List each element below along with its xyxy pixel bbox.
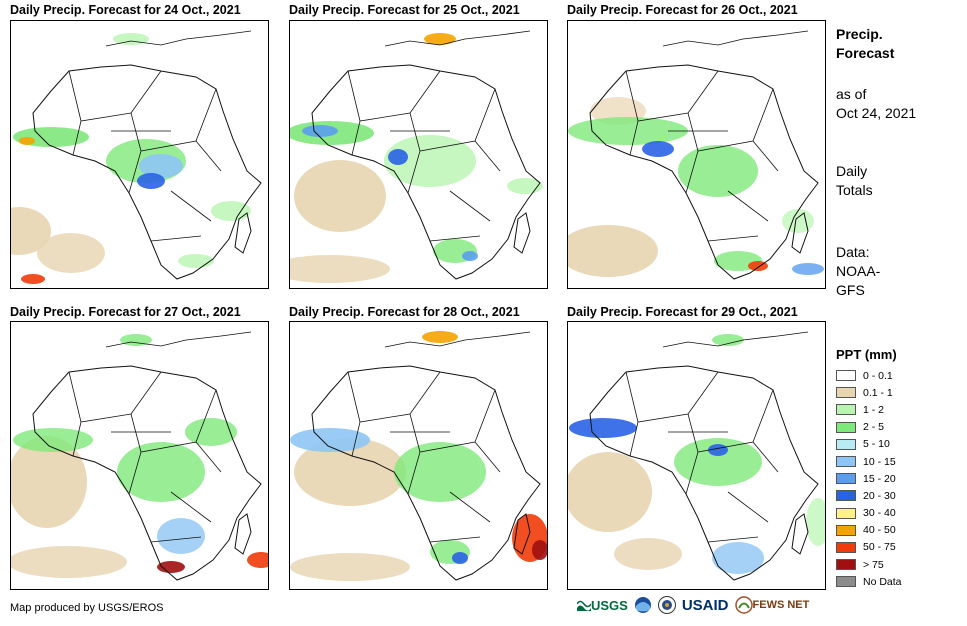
- legend-label: 2 - 5: [863, 421, 885, 434]
- legend-item: 0 - 0.1: [836, 367, 902, 384]
- fews-net-logo: FEWS NET: [734, 596, 809, 614]
- forecast-map-1: [10, 20, 269, 289]
- map-credit: Map produced by USGS/EROS: [10, 602, 164, 614]
- panel-title-4: Daily Precip. Forecast for 27 Oct., 2021: [10, 305, 241, 319]
- legend-item: 20 - 30: [836, 487, 902, 504]
- legend-swatch: [836, 559, 856, 571]
- panel-title-3: Daily Precip. Forecast for 26 Oct., 2021: [567, 3, 798, 17]
- info-as-of: as of Oct 24, 2021: [836, 86, 917, 121]
- legend-label: 0.1 - 1: [863, 386, 893, 399]
- legend-label: 15 - 20: [863, 472, 896, 485]
- panel-title-6: Daily Precip. Forecast for 29 Oct., 2021: [567, 305, 798, 319]
- legend-label: 1 - 2: [863, 403, 885, 416]
- legend-item: 40 - 50: [836, 522, 902, 539]
- legend-item: 30 - 40: [836, 505, 902, 522]
- legend-item: 15 - 20: [836, 470, 902, 487]
- legend-swatch: [836, 370, 856, 382]
- africa-map-svg: [11, 21, 268, 288]
- legend-swatch: [836, 490, 856, 502]
- africa-map-svg: [568, 21, 825, 288]
- usaid-logo: USAID: [681, 596, 729, 614]
- africa-map-svg: [11, 322, 268, 589]
- legend-swatch: [836, 541, 856, 553]
- legend-swatch: [836, 421, 856, 433]
- info-daily-totals: Daily Totals: [836, 163, 873, 198]
- info-heading: Precip. Forecast: [836, 26, 895, 61]
- panel-title-5: Daily Precip. Forecast for 28 Oct., 2021: [289, 305, 520, 319]
- legend-item: > 75: [836, 556, 902, 573]
- legend-label: 5 - 10: [863, 438, 890, 451]
- legend-swatch: [836, 576, 856, 588]
- forecast-map-4: [10, 321, 269, 590]
- legend-item: 50 - 75: [836, 539, 902, 556]
- legend-swatch: [836, 456, 856, 468]
- legend-item: 10 - 15: [836, 453, 902, 470]
- precip-legend: 0 - 0.1 0.1 - 1 1 - 2 2 - 5 5 - 10 10 - 15 15 …: [836, 367, 902, 590]
- legend-item: 5 - 10: [836, 436, 902, 453]
- africa-map-svg: [290, 21, 547, 288]
- info-data-source: Data: NOAA- GFS: [836, 244, 881, 298]
- panel-title-1: Daily Precip. Forecast for 24 Oct., 2021: [10, 3, 241, 17]
- legend-swatch: [836, 404, 856, 416]
- forecast-map-5: [289, 321, 548, 590]
- legend-item: No Data: [836, 573, 902, 590]
- legend-swatch: [836, 438, 856, 450]
- legend-item: 1 - 2: [836, 401, 902, 418]
- legend-swatch: [836, 387, 856, 399]
- noaa-logo: [633, 596, 652, 614]
- forecast-map-3: [567, 20, 826, 289]
- africa-map-svg: [568, 322, 825, 589]
- usgs-logo: USGS: [577, 598, 628, 613]
- legend-item: 2 - 5: [836, 419, 902, 436]
- forecast-map-6: [567, 321, 826, 590]
- legend-label: No Data: [863, 575, 902, 588]
- partner-logos: USGS USAID FEWS NET: [577, 596, 809, 614]
- africa-map-svg: [290, 322, 547, 589]
- legend-label: 10 - 15: [863, 455, 896, 468]
- legend-swatch: [836, 524, 856, 536]
- legend-label: > 75: [863, 558, 884, 571]
- dos-seal-logo: [657, 596, 676, 614]
- legend-label: 50 - 75: [863, 541, 896, 554]
- legend-label: 40 - 50: [863, 524, 896, 537]
- legend-title: PPT (mm): [836, 347, 897, 362]
- legend-label: 0 - 0.1: [863, 369, 893, 382]
- legend-label: 20 - 30: [863, 489, 896, 502]
- legend-item: 0.1 - 1: [836, 384, 902, 401]
- panel-title-2: Daily Precip. Forecast for 25 Oct., 2021: [289, 3, 520, 17]
- legend-label: 30 - 40: [863, 507, 896, 520]
- forecast-map-2: [289, 20, 548, 289]
- legend-swatch: [836, 473, 856, 485]
- legend-swatch: [836, 507, 856, 519]
